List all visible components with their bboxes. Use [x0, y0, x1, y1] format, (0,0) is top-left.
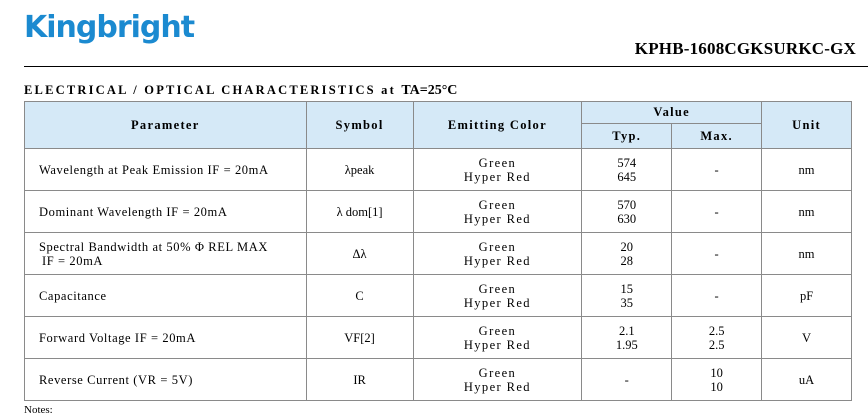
header-parameter: Parameter	[24, 101, 307, 149]
typ-cell: 20 28	[581, 232, 673, 275]
param-cell: Wavelength at Peak Emission IF = 20mA	[24, 148, 307, 191]
unit-cell: uA	[761, 358, 852, 401]
symbol-cell: VF[2]	[305, 316, 414, 359]
color-line: Green	[478, 365, 517, 380]
color-cell: Green Hyper Red	[412, 148, 583, 191]
symbol-cell: λ dom[1]	[305, 190, 414, 233]
part-number: KPHB-1608CGKSURKC-GX	[634, 39, 856, 58]
color-cell: Green Hyper Red	[412, 232, 583, 275]
unit-cell: pF	[761, 274, 852, 317]
section-title: ELECTRICAL / OPTICAL CHARACTERISTICS at …	[24, 83, 457, 99]
param-line: Spectral Bandwidth at 50% Φ REL MAX	[39, 239, 268, 254]
typ-cell: 570 630	[581, 190, 673, 233]
typ-cell: 2.1 1.95	[581, 316, 673, 359]
max-cell: 10 10	[671, 358, 763, 401]
typ-line: 2.1	[618, 323, 635, 338]
header-max: Max.	[671, 123, 763, 149]
table-row: Forward Voltage IF = 20mA VF[2] Green Hyp…	[24, 316, 852, 359]
max-cell: -	[671, 232, 763, 275]
color-cell: Green Hyper Red	[412, 190, 583, 233]
header-divider	[24, 66, 868, 67]
typ-line: 20	[620, 239, 634, 254]
symbol-cell: λpeak	[305, 148, 414, 191]
header-unit: Unit	[761, 101, 852, 149]
max-line: 2.5	[708, 337, 725, 352]
max-cell: 2.5 2.5	[671, 316, 763, 359]
characteristics-table: Parameter Symbol Emitting Color Value Un…	[24, 101, 852, 401]
param-cell: Dominant Wavelength IF = 20mA	[24, 190, 307, 233]
typ-line: 645	[617, 169, 637, 184]
typ-cell: -	[581, 358, 673, 401]
param-cell: Forward Voltage IF = 20mA	[24, 316, 307, 359]
symbol-cell: Δλ	[305, 232, 414, 275]
param-cell: Capacitance	[24, 274, 307, 317]
max-cell: -	[671, 274, 763, 317]
color-line: Hyper Red	[463, 295, 531, 310]
max-line: -	[714, 204, 719, 219]
header-symbol: Symbol	[305, 101, 414, 149]
color-line: Green	[478, 281, 517, 296]
max-line: 10	[710, 365, 723, 380]
header-typ: Typ.	[581, 123, 673, 149]
max-line: 2.5	[708, 323, 725, 338]
header-emitting-color: Emitting Color	[412, 101, 583, 149]
table-row: Reverse Current (VR = 5V) IR Green Hyper …	[24, 358, 852, 401]
max-line: 10	[710, 379, 723, 394]
section-condition: TA=25°C	[401, 83, 458, 98]
color-line: Hyper Red	[463, 379, 531, 394]
symbol-cell: C	[305, 274, 414, 317]
max-line: -	[714, 246, 719, 261]
unit-cell: nm	[761, 232, 852, 275]
color-line: Green	[478, 155, 517, 170]
typ-line: 574	[617, 155, 637, 170]
param-cell: Reverse Current (VR = 5V)	[24, 358, 307, 401]
typ-line: 630	[617, 211, 637, 226]
typ-line: 28	[620, 253, 634, 268]
param-cell: Spectral Bandwidth at 50% Φ REL MAX IF = …	[24, 232, 307, 275]
color-cell: Green Hyper Red	[412, 358, 583, 401]
typ-line: 1.95	[615, 337, 638, 352]
unit-cell: nm	[761, 190, 852, 233]
typ-line: 35	[620, 295, 634, 310]
notes-label: Notes:	[24, 404, 53, 416]
typ-line: -	[624, 372, 629, 387]
typ-cell: 15 35	[581, 274, 673, 317]
color-line: Hyper Red	[463, 337, 531, 352]
color-cell: Green Hyper Red	[412, 274, 583, 317]
color-line: Hyper Red	[463, 211, 531, 226]
param-line-2: IF = 20mA	[42, 253, 104, 268]
section-title-text: ELECTRICAL / OPTICAL CHARACTERISTICS at	[24, 83, 396, 97]
typ-cell: 574 645	[581, 148, 673, 191]
max-line: -	[714, 288, 719, 303]
color-line: Hyper Red	[463, 253, 531, 268]
table-row: Capacitance C Green Hyper Red 15 35 - pF	[24, 274, 852, 317]
typ-line: 570	[617, 197, 637, 212]
kingbright-logo: Kingbright	[24, 10, 195, 45]
color-line: Hyper Red	[463, 169, 531, 184]
typ-line: 15	[620, 281, 634, 296]
max-line: -	[714, 162, 719, 177]
max-cell: -	[671, 190, 763, 233]
symbol-cell: IR	[305, 358, 414, 401]
table-row: Wavelength at Peak Emission IF = 20mA λp…	[24, 148, 852, 191]
table-row: Dominant Wavelength IF = 20mA λ dom[1] G…	[24, 190, 852, 233]
header-value: Value	[581, 101, 763, 124]
color-line: Green	[478, 323, 517, 338]
table-row: Spectral Bandwidth at 50% Φ REL MAX IF = …	[24, 232, 852, 275]
color-line: Green	[478, 197, 517, 212]
unit-cell: nm	[761, 148, 852, 191]
unit-cell: V	[761, 316, 852, 359]
color-line: Green	[478, 239, 517, 254]
max-cell: -	[671, 148, 763, 191]
color-cell: Green Hyper Red	[412, 316, 583, 359]
